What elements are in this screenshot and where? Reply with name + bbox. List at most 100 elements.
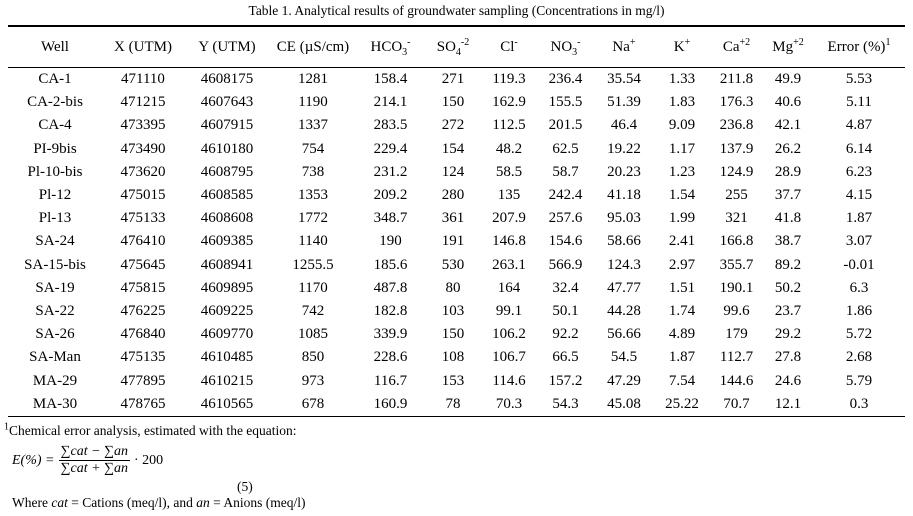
cell-value: 850 xyxy=(301,349,325,366)
cell-value: 355.7 xyxy=(719,256,754,273)
cell-value: 114.6 xyxy=(492,372,526,389)
cell-value: 28.9 xyxy=(774,163,802,180)
column-header: Cl- xyxy=(481,25,537,68)
cell-value: 42.1 xyxy=(774,117,802,134)
cell-value: 1.33 xyxy=(668,71,696,88)
header-text: Cl xyxy=(500,38,515,55)
well-name: PI-9bis xyxy=(33,140,77,157)
cell-value: 70.3 xyxy=(481,392,537,417)
column-header: Na+ xyxy=(594,25,654,68)
header-text: Ca xyxy=(722,38,740,55)
cell-value: 29.2 xyxy=(774,326,802,343)
footnote: 1Chemical error analysis, estimated with… xyxy=(4,421,297,439)
table-row: SA-24 476410 4609385 1140 190 191 146.8 154.6 58… xyxy=(8,230,905,253)
table-row: MA-29 477895 4610215 973 116.7 153 114.6 157.2 4… xyxy=(8,369,905,392)
cell-value: 283.5 xyxy=(373,117,408,134)
cell-value: 150 xyxy=(441,326,465,343)
header-text: HCO xyxy=(370,38,403,55)
cell-value: 108 xyxy=(441,349,465,366)
cell-value: 95.03 xyxy=(607,210,641,227)
header-text: Error (%) xyxy=(827,38,886,55)
cell-value: -0.01 xyxy=(843,256,875,273)
cell-value: 20.23 xyxy=(607,163,641,180)
cell-value: 50.2 xyxy=(774,279,802,296)
cell-value: 89.2 xyxy=(774,256,802,273)
cell-value: 23.7 xyxy=(774,302,802,319)
cell-value: 1.54 xyxy=(668,187,696,204)
cell-value: 1.99 xyxy=(668,210,696,227)
cell-value: 124.9 xyxy=(719,163,754,180)
cell-value: 271 xyxy=(441,71,465,88)
cell-value: 190.1 xyxy=(719,279,754,296)
header-text: CE (µS/cm) xyxy=(276,38,350,55)
cell-value: 4608941 xyxy=(200,256,254,273)
header-superscript: + xyxy=(629,36,636,48)
table-row: PI-9bis 473490 4610180 754 229.4 154 48.2 62.5 1… xyxy=(8,138,905,161)
cell-value: 154 xyxy=(441,140,465,157)
header-subscript: 3 xyxy=(572,46,578,58)
cell-value: 106.7 xyxy=(492,349,526,366)
cell-value: 112.7 xyxy=(719,349,754,366)
cell-value: 471110 xyxy=(121,71,165,88)
cell-value: 44.28 xyxy=(607,302,641,319)
cell-value: 4607915 xyxy=(200,117,254,134)
cell-value: 124 xyxy=(441,163,465,180)
table-row: Pl-10-bis 473620 4608795 738 231.2 124 58.5 58.… xyxy=(8,161,905,184)
cell-value: 58.66 xyxy=(607,233,641,250)
well-name: Pl-10-bis xyxy=(27,163,83,180)
well-name: Pl-12 xyxy=(38,187,72,204)
cell-value: 54.3 xyxy=(537,392,594,417)
table-title: Table 1. Analytical results of groundwat… xyxy=(248,3,665,18)
column-header: Well xyxy=(8,25,102,68)
cell-value: 1.87 xyxy=(668,349,696,366)
cell-value: 7.54 xyxy=(668,372,696,389)
header-superscript: -2 xyxy=(460,36,470,48)
cell-value: 166.8 xyxy=(719,233,754,250)
cell-value: 4609385 xyxy=(200,233,254,250)
cell-value: 1255.5 xyxy=(292,256,334,273)
cell-value: 135 xyxy=(497,187,521,204)
where-part: cat xyxy=(51,495,68,510)
cell-value: 182.8 xyxy=(373,302,408,319)
well-name: MA-30 xyxy=(8,392,102,417)
cell-value: 738 xyxy=(301,163,325,180)
numerator: ∑cat − ∑an xyxy=(58,444,131,461)
cell-value: 1.17 xyxy=(668,140,696,157)
table-body: CA-1 471110 4608175 1281 158.4 271 119.3 236.4 3… xyxy=(8,68,905,417)
cell-value: 58.5 xyxy=(495,163,523,180)
header-superscript: - xyxy=(407,36,411,48)
table-row: SA-22 476225 4609225 742 182.8 103 99.1 50.1 44.… xyxy=(8,300,905,323)
footnote-text: Chemical error analysis, estimated with … xyxy=(9,423,297,438)
cell-value: 476840 xyxy=(120,326,166,343)
cell-value: 153 xyxy=(441,372,465,389)
cell-value: 242.4 xyxy=(548,187,583,204)
cell-value: 190 xyxy=(379,233,402,250)
cell-value: 50.1 xyxy=(552,302,579,319)
column-header: Ca+2 xyxy=(710,25,763,68)
cell-value: 146.8 xyxy=(492,233,526,250)
cell-value: 201.5 xyxy=(548,117,583,134)
column-header: HCO3- xyxy=(356,25,425,68)
column-header: NO3- xyxy=(537,25,594,68)
cell-value: 154.6 xyxy=(548,233,583,250)
cell-value: 5.11 xyxy=(846,94,872,111)
cell-value: 41.8 xyxy=(774,210,802,227)
cell-value: 1.51 xyxy=(668,279,696,296)
footnote-mark: 1 xyxy=(4,421,9,433)
where-part: an xyxy=(196,495,210,510)
cell-value: 37.7 xyxy=(774,187,802,204)
cell-value: 112.5 xyxy=(492,117,526,134)
well-name: SA-19 xyxy=(35,279,75,296)
results-table: Well X (UTM) Y (UTM) CE (µS/cm) HCO3- SO4-2 Cl… xyxy=(8,25,905,417)
cell-value: 272 xyxy=(441,117,465,134)
well-name: Pl-13 xyxy=(38,210,72,227)
cell-value: 257.6 xyxy=(548,210,583,227)
cell-value: 475645 xyxy=(120,256,166,273)
where-part: = Anions (meq/l) xyxy=(209,495,306,510)
well-name: CA-4 xyxy=(38,117,72,134)
cell-value: 478765 xyxy=(102,392,184,417)
equation-lhs: E(%) = xyxy=(12,452,55,468)
cell-value: 1353 xyxy=(298,187,328,204)
cell-value: 0.3 xyxy=(813,392,905,417)
cell-value: 54.5 xyxy=(610,349,638,366)
